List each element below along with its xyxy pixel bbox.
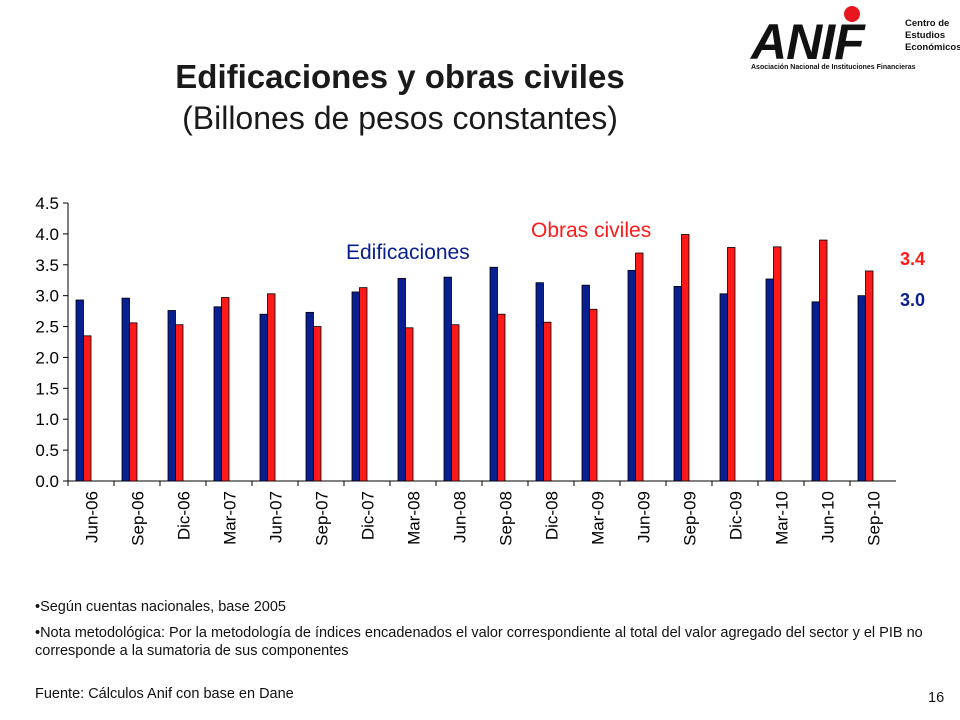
x-tick-label: Dic-07 <box>358 491 377 540</box>
bar-obras-civiles <box>359 287 368 482</box>
bar-obras-civiles <box>175 324 184 482</box>
y-tick-label: 4.0 <box>35 225 59 244</box>
logo-center-text: Centro de Estudios Económicos <box>905 18 960 54</box>
bar-obras-civiles <box>83 335 92 482</box>
bar-obras-civiles <box>497 313 506 482</box>
x-tick-label: Jun-08 <box>450 491 469 543</box>
x-tick-label: Mar-08 <box>404 491 423 545</box>
x-tick-label: Jun-10 <box>818 491 837 543</box>
bar-edificaciones <box>811 301 820 482</box>
y-tick-label: 2.5 <box>35 318 59 337</box>
x-tick-label: Mar-10 <box>772 491 791 545</box>
y-tick-label: 0.5 <box>35 441 59 460</box>
note-base: •Según cuentas nacionales, base 2005 <box>35 599 286 615</box>
bar-edificaciones <box>213 306 222 482</box>
bar-edificaciones <box>75 299 84 482</box>
x-tick-label: Dic-06 <box>174 491 193 540</box>
bar-obras-civiles <box>313 326 322 482</box>
bar-obras-civiles <box>635 252 644 482</box>
logo-center-line: Económicos <box>905 42 960 53</box>
bar-obras-civiles <box>267 293 276 482</box>
x-tick-label: Sep-08 <box>496 491 515 546</box>
bar-edificaciones <box>857 295 866 482</box>
source-note: Fuente: Cálculos Anif con base en Dane <box>35 686 294 702</box>
y-tick-label: 0.0 <box>35 472 59 491</box>
bar-obras-civiles <box>589 308 598 482</box>
x-tick-label: Dic-08 <box>542 491 561 540</box>
note-methodology: •Nota metodológica: Por la metodología d… <box>35 625 923 659</box>
page-number: 16 <box>928 690 945 706</box>
y-tick-label: 2.0 <box>35 348 59 367</box>
series-label-obras-civiles: Obras civiles <box>531 219 651 242</box>
y-tick-label: 4.5 <box>35 194 59 213</box>
x-tick-label: Dic-09 <box>726 491 745 540</box>
end-value-obras-civiles: 3.4 <box>900 249 925 269</box>
y-tick-label: 1.5 <box>35 379 59 398</box>
bar-obras-civiles <box>865 270 874 482</box>
series-label-edificaciones: Edificaciones <box>346 241 470 264</box>
logo-brand: ANIF <box>751 14 865 70</box>
bar-obras-civiles <box>543 321 552 482</box>
y-tick-label: 3.0 <box>35 287 59 306</box>
bar-edificaciones <box>443 276 452 482</box>
bar-edificaciones <box>121 297 130 482</box>
logo-red-dot <box>844 6 860 22</box>
chart-title: Edificaciones y obras civiles <box>175 58 625 95</box>
bar-obras-civiles <box>681 234 690 482</box>
bar-chart: 0.0 0.5 1.0 1.5 2.0 2.5 3.0 3.5 4.0 4.5 Jun-06 Sep-… <box>35 194 925 546</box>
bar-edificaciones <box>627 269 636 482</box>
x-tick-label: Mar-09 <box>588 491 607 545</box>
x-tick-label: Sep-07 <box>312 491 331 546</box>
chart-subtitle: (Billones de pesos constantes) <box>182 100 618 136</box>
y-tick-label: 3.5 <box>35 256 59 275</box>
bar-edificaciones <box>581 284 590 482</box>
notes: •Según cuentas nacionales, base 2005 •No… <box>35 598 935 668</box>
bar-obras-civiles <box>405 327 414 482</box>
x-tick-label: Jun-09 <box>634 491 653 543</box>
anif-logo: ANIF Asociación Nacional de Institucione… <box>745 4 960 74</box>
x-tick-label: Sep-10 <box>864 491 883 546</box>
bar-obras-civiles <box>451 324 460 482</box>
end-value-edificaciones: 3.0 <box>900 290 925 310</box>
x-tick-label: Jun-06 <box>82 491 101 543</box>
logo-center-line: Centro de <box>905 18 950 29</box>
x-tick-label: Mar-07 <box>220 491 239 545</box>
logo-tagline: Asociación Nacional de Instituciones Fin… <box>751 64 916 71</box>
bar-edificaciones <box>719 293 728 482</box>
bar-edificaciones <box>259 313 268 482</box>
bar-obras-civiles <box>727 247 736 482</box>
bar-edificaciones <box>397 277 406 482</box>
bar-obras-civiles <box>773 246 782 482</box>
bar-edificaciones <box>489 266 498 482</box>
x-tick-label: Jun-07 <box>266 491 285 543</box>
bar-obras-civiles <box>129 322 138 482</box>
bar-edificaciones <box>673 285 682 482</box>
bar-obras-civiles <box>221 297 230 482</box>
logo-center-line: Estudios <box>905 30 946 41</box>
bar-edificaciones <box>167 310 176 482</box>
bar-edificaciones <box>351 291 360 482</box>
x-tick-label: Sep-06 <box>128 491 147 546</box>
bar-edificaciones <box>765 278 774 482</box>
y-tick-label: 1.0 <box>35 410 59 429</box>
bar-edificaciones <box>535 282 544 482</box>
bar-obras-civiles <box>819 239 828 482</box>
x-tick-label: Sep-09 <box>680 491 699 546</box>
bar-edificaciones <box>305 311 314 482</box>
